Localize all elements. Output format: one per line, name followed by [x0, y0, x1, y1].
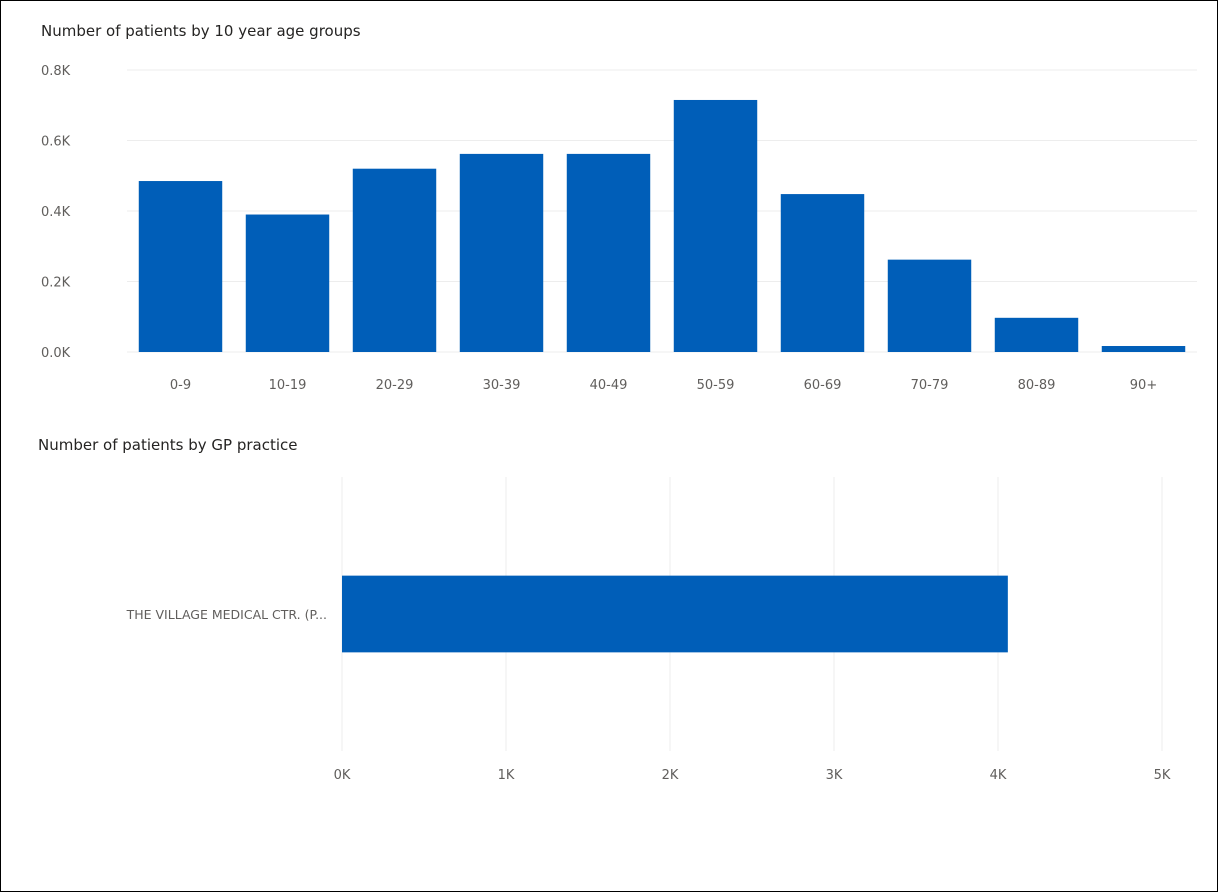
age-x-tick-label: 70-79 — [911, 378, 949, 393]
gp-x-tick-label: 4K — [990, 768, 1007, 783]
gp-x-tick-label: 2K — [662, 768, 679, 783]
age-x-tick-label: 80-89 — [1018, 378, 1056, 393]
age-x-tick-label: 10-19 — [269, 378, 307, 393]
gp-x-tick-label: 3K — [826, 768, 843, 783]
age-y-tick-label: 0.0K — [41, 346, 71, 361]
gp-x-tick-label: 0K — [334, 768, 351, 783]
age-bar — [673, 99, 758, 353]
age-y-tick-label: 0.6K — [41, 135, 71, 150]
age-bar — [780, 194, 865, 352]
age-bar — [352, 168, 437, 352]
gp-x-tick-label: 5K — [1154, 768, 1171, 783]
age-x-tick-label: 20-29 — [376, 378, 414, 393]
age-bar — [994, 317, 1079, 352]
age-bar — [887, 259, 972, 352]
age-bar — [138, 181, 223, 352]
age-group-bar-chart: 0.0K 0.2K 0.4K 0.6K 0.8K 0-9 10-19 20-29 30-39 40… — [41, 64, 1197, 393]
gp-y-category-label: THE VILLAGE MEDICAL CTR. (P... — [126, 607, 327, 622]
age-x-tick-label: 50-59 — [697, 378, 735, 393]
age-x-tick-label: 60-69 — [804, 378, 842, 393]
age-x-tick-label: 40-49 — [590, 378, 628, 393]
age-x-tick-label: 0-9 — [170, 378, 191, 393]
age-bar — [459, 153, 544, 352]
age-y-tick-label: 0.8K — [41, 64, 71, 79]
age-bar — [1101, 346, 1186, 352]
age-bar — [566, 153, 651, 352]
age-y-tick-label: 0.2K — [41, 276, 71, 291]
gp-chart-title: Number of patients by GP practice — [38, 436, 298, 454]
gp-bar — [342, 575, 1008, 653]
age-y-tick-label: 0.4K — [41, 205, 71, 220]
age-bar — [245, 214, 330, 352]
gp-x-tick-label: 1K — [498, 768, 515, 783]
age-x-tick-label: 90+ — [1130, 378, 1157, 393]
age-chart-title: Number of patients by 10 year age groups — [41, 22, 361, 40]
age-x-tick-label: 30-39 — [483, 378, 521, 393]
